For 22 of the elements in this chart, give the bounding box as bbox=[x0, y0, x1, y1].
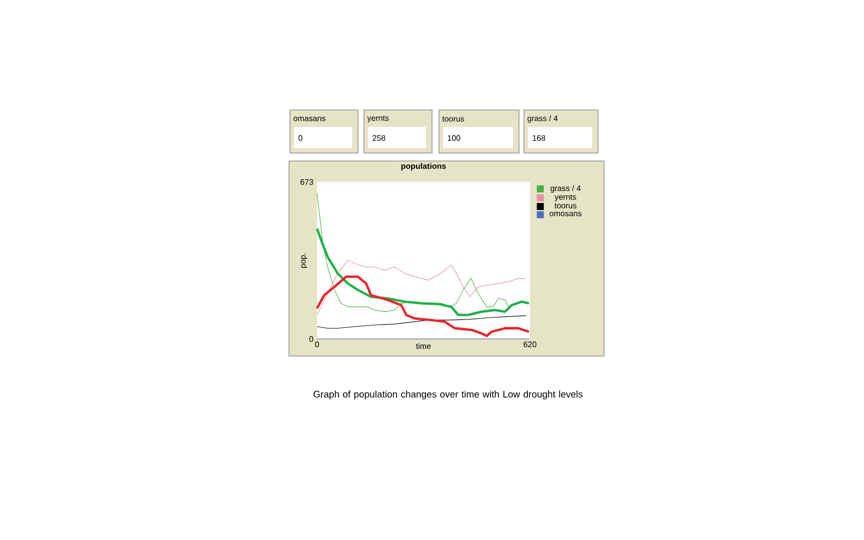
text: Graph of population changes over time with Low drought levels bbox=[314, 390, 583, 400]
y-axis-title: pop. bbox=[301, 253, 308, 268]
legend-label: toorus bbox=[554, 203, 576, 208]
text: 0 bbox=[298, 135, 302, 141]
x-axis-title: time bbox=[416, 343, 431, 349]
line-series bbox=[316, 276, 530, 338]
text: 168 bbox=[532, 135, 546, 141]
y-tick-label: 673 bbox=[300, 179, 314, 185]
line-series bbox=[316, 315, 526, 329]
text: grass / 4 bbox=[528, 115, 558, 123]
text: 100 bbox=[448, 135, 460, 141]
x-tick-label: 620 bbox=[524, 342, 536, 348]
legend-label: grass / 4 bbox=[550, 185, 581, 193]
text: omasans bbox=[294, 116, 326, 122]
legend-label: yernts bbox=[554, 194, 576, 202]
text: toorus bbox=[442, 116, 464, 122]
text: 258 bbox=[372, 135, 386, 141]
text: yernts bbox=[367, 116, 389, 122]
line-series bbox=[316, 260, 526, 316]
chart-title: populations bbox=[401, 162, 446, 170]
line-series bbox=[316, 227, 530, 316]
legend-label: omosans bbox=[550, 212, 582, 216]
